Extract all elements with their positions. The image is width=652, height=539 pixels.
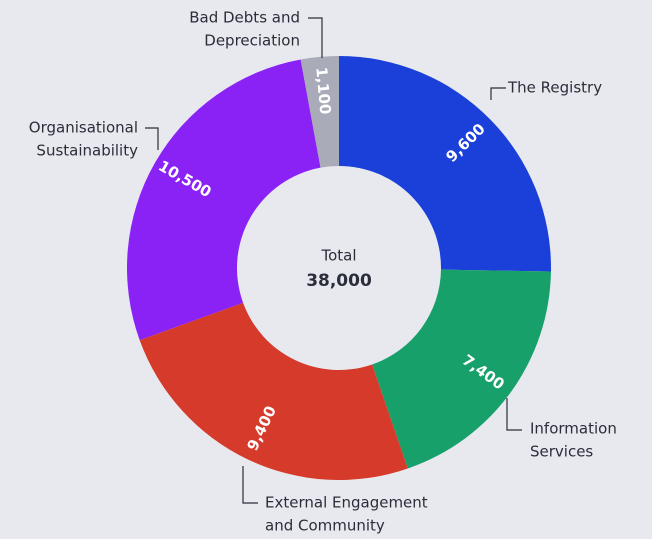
slice-label: and Community <box>265 517 385 535</box>
donut-slice <box>339 56 551 272</box>
donut-slice <box>139 302 408 480</box>
slice-label: Sustainability <box>36 142 138 160</box>
donut-slice <box>126 59 321 341</box>
slice-label: External Engagement <box>265 494 428 512</box>
slice-label: The Registry <box>507 79 602 97</box>
slice-label: Information <box>530 420 617 438</box>
donut-slice <box>300 56 339 168</box>
leader-line <box>308 17 323 58</box>
center-label: Total <box>320 247 356 265</box>
slice-label: Bad Debts and <box>189 9 300 27</box>
data-label: 1,100 <box>312 66 334 115</box>
slice-label: Organisational <box>29 119 138 137</box>
leader-line <box>242 466 258 504</box>
slice-label: Depreciation <box>204 32 300 50</box>
leader-line <box>145 127 159 150</box>
slice-label: Services <box>530 443 593 461</box>
center-value: 38,000 <box>306 271 372 291</box>
leader-line <box>490 87 506 100</box>
leader-line <box>506 398 522 431</box>
donut-slice <box>372 269 551 469</box>
